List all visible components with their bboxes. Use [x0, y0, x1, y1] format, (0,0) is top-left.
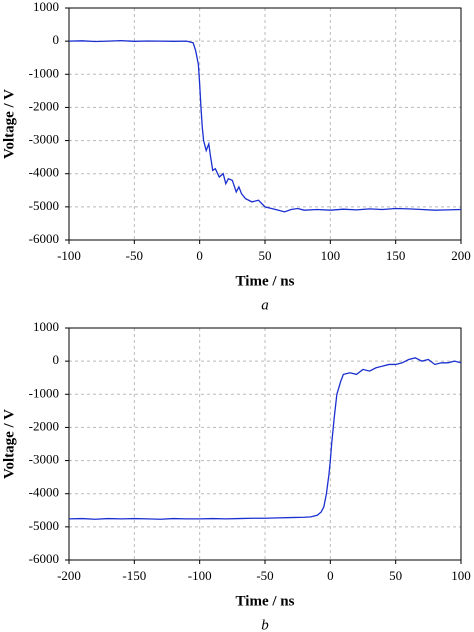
- y-tick-label: -2000: [29, 418, 59, 433]
- y-tick-label: 0: [53, 32, 60, 47]
- plot-frame: [68, 327, 462, 561]
- x-tick-label: 50: [259, 248, 272, 263]
- data-line: [68, 39, 462, 213]
- y-tick-label: -4000: [29, 165, 59, 180]
- plot-frame: [68, 7, 462, 241]
- y-tick-label: -4000: [29, 485, 59, 500]
- x-tick-label: 0: [196, 248, 203, 263]
- y-tick-label: -2000: [29, 98, 59, 113]
- caption: a: [261, 297, 269, 313]
- y-tick-label: 1000: [33, 319, 59, 334]
- y-axis-label: Voltage / V: [1, 89, 17, 159]
- x-tick-label: -50: [256, 568, 273, 583]
- x-tick-label: -200: [57, 568, 81, 583]
- x-tick-label: -100: [188, 568, 212, 583]
- x-tick-label: -50: [126, 248, 143, 263]
- x-tick-label: 50: [389, 568, 402, 583]
- x-tick-label: 200: [451, 248, 471, 263]
- data-line: [68, 357, 462, 520]
- x-tick-label: -150: [122, 568, 146, 583]
- x-tick-label: 0: [327, 568, 334, 583]
- x-tick-label: -100: [57, 248, 81, 263]
- caption: b: [261, 617, 269, 632]
- y-tick-label: -3000: [29, 132, 59, 147]
- x-tick-label: 150: [386, 248, 406, 263]
- y-tick-label: -6000: [29, 551, 59, 566]
- y-tick-label: -1000: [29, 65, 59, 80]
- y-tick-label: 0: [53, 352, 60, 367]
- y-axis-label: Voltage / V: [1, 409, 17, 479]
- y-tick-label: -5000: [29, 198, 59, 213]
- y-tick-label: -5000: [29, 518, 59, 533]
- y-tick-label: -3000: [29, 452, 59, 467]
- y-tick-label: -1000: [29, 385, 59, 400]
- x-axis-label: Time / ns: [236, 593, 295, 609]
- x-tick-label: 100: [321, 248, 341, 263]
- x-axis-label: Time / ns: [236, 273, 295, 289]
- y-tick-label: -6000: [29, 231, 59, 246]
- x-tick-label: 100: [451, 568, 471, 583]
- y-tick-label: 1000: [33, 0, 59, 14]
